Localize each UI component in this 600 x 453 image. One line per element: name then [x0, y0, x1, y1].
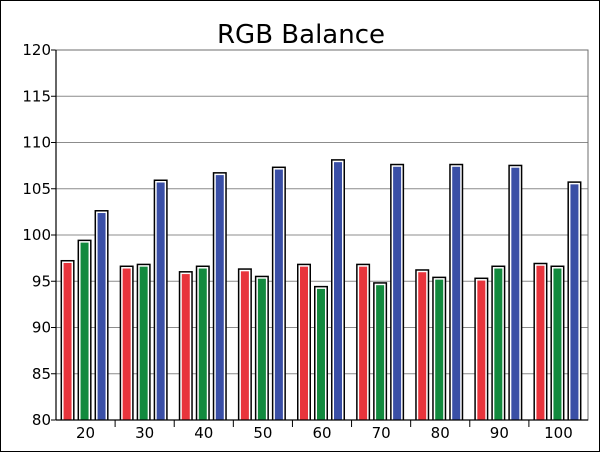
y-tick-label-100: 100	[22, 226, 51, 244]
bar-fill-s0-100	[536, 265, 545, 420]
y-tick-label-110: 110	[22, 134, 51, 152]
y-tick-label-105: 105	[22, 180, 51, 198]
bar-fill-s2-80	[452, 166, 461, 420]
x-tick-label-30: 30	[135, 424, 154, 442]
bar-fill-s2-60	[334, 162, 342, 420]
x-tick-label-90: 90	[490, 424, 509, 442]
bar-fill-s2-20	[97, 213, 106, 420]
bar-fill-s2-100	[570, 184, 579, 420]
y-tick-label-80: 80	[32, 411, 51, 429]
bar-fill-s1-20	[80, 242, 89, 420]
bar-fill-s0-80	[418, 272, 427, 420]
tick-labels: 80 85 90 95 100 105 110 115 120 20 30 40 50 60 70 80 90 1…	[22, 41, 572, 442]
bar-fill-s1-80	[435, 279, 444, 420]
bar-fill-s2-90	[511, 167, 520, 420]
bar-fill-s2-50	[274, 169, 283, 420]
bar-fill-s1-60	[317, 288, 325, 420]
y-tick-label-85: 85	[32, 365, 51, 383]
chart-title: RGB Balance	[217, 20, 385, 50]
y-tick-label-115: 115	[22, 87, 51, 105]
bar-fill-s1-50	[257, 278, 266, 420]
x-tick-label-50: 50	[253, 424, 272, 442]
bar-fill-s1-70	[376, 285, 385, 420]
bar-fill-s2-30	[156, 182, 165, 420]
bar-fill-s0-50	[240, 271, 249, 420]
bar-fill-s2-70	[393, 166, 402, 420]
bar-fill-s0-20	[63, 262, 72, 420]
x-tick-label-100: 100	[544, 424, 573, 442]
x-tick-label-40: 40	[194, 424, 213, 442]
bar-fill-s0-90	[477, 280, 486, 420]
x-tick-label-70: 70	[372, 424, 391, 442]
bars	[60, 159, 582, 420]
bar-fill-s1-100	[553, 268, 562, 420]
y-tick-label-120: 120	[22, 41, 51, 59]
bar-fill-s0-40	[181, 274, 190, 420]
bar-fill-s0-30	[122, 268, 131, 420]
bar-fill-s0-70	[359, 266, 368, 420]
y-tick-label-95: 95	[32, 272, 51, 290]
y-tick-label-90: 90	[32, 319, 51, 337]
x-tick-label-20: 20	[76, 424, 95, 442]
x-tick-label-60: 60	[312, 424, 331, 442]
x-tick-label-80: 80	[431, 424, 450, 442]
bar-fill-s2-40	[215, 175, 224, 420]
bar-fill-s0-60	[300, 266, 308, 420]
bar-fill-s1-90	[494, 268, 503, 420]
bar-fill-s1-30	[139, 266, 148, 420]
bar-fill-s1-40	[198, 268, 207, 420]
axes	[51, 49, 589, 427]
